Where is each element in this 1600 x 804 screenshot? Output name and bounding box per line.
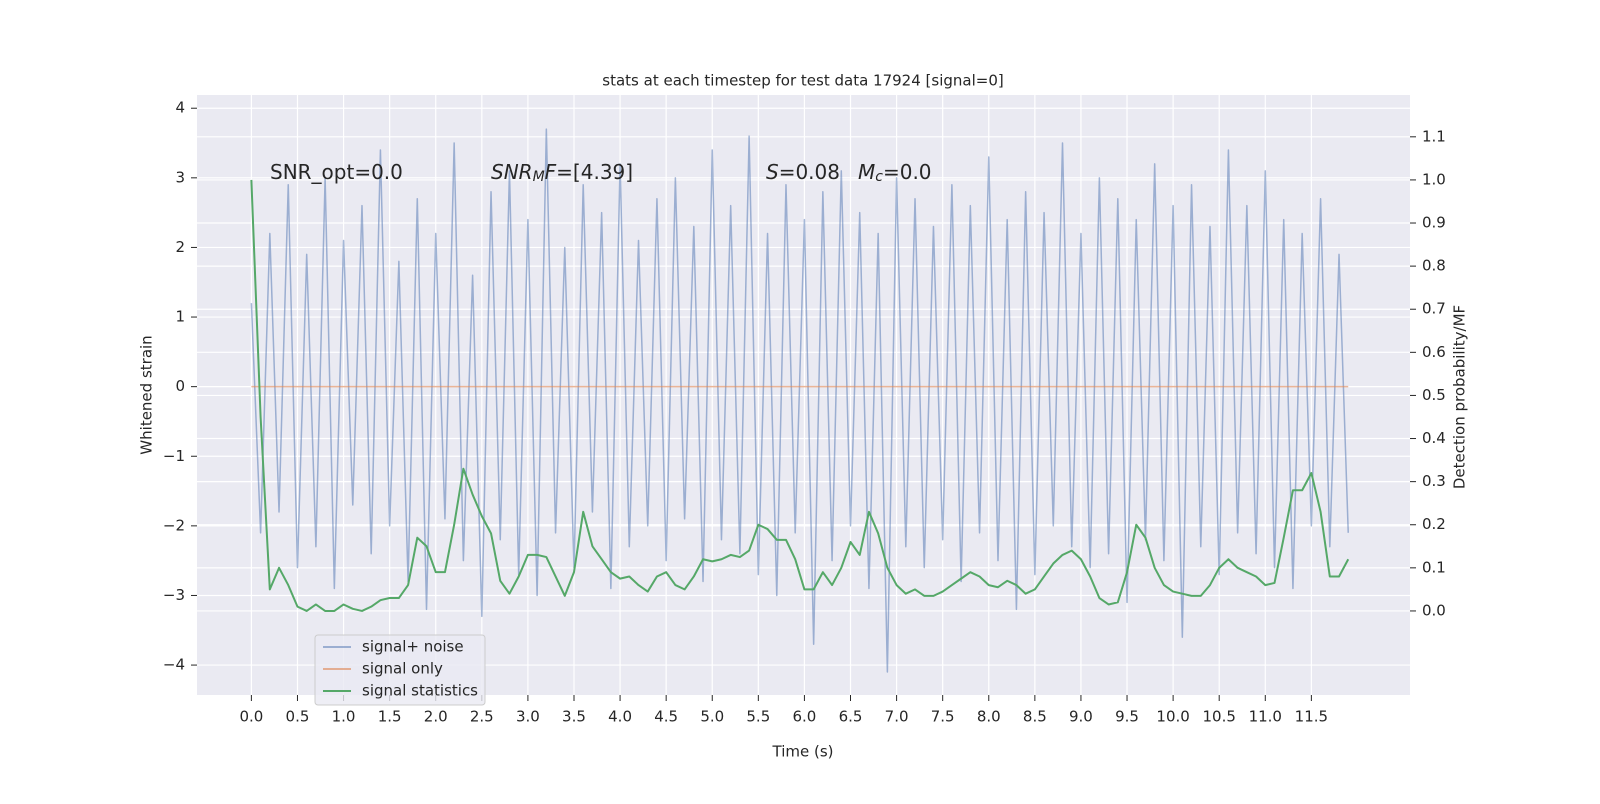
y2-tick-label: 0.0 bbox=[1422, 601, 1446, 619]
y-tick-label: −4 bbox=[163, 656, 185, 674]
x-tick-label: 10.0 bbox=[1156, 708, 1189, 726]
x-tick-label: 5.5 bbox=[746, 708, 770, 726]
x-tick-label: 11.0 bbox=[1249, 708, 1282, 726]
y2-tick-label: 0.1 bbox=[1422, 558, 1446, 576]
y2-tick-label: 0.2 bbox=[1422, 515, 1446, 533]
x-axis-label: Time (s) bbox=[772, 743, 834, 761]
y2-tick-label: 0.7 bbox=[1422, 300, 1446, 318]
annotation-part: S bbox=[766, 160, 779, 184]
legend-label: signal+ noise bbox=[362, 638, 464, 656]
annotation-part: c bbox=[875, 169, 883, 185]
x-tick-label: 4.5 bbox=[654, 708, 678, 726]
x-tick-label: 3.5 bbox=[562, 708, 586, 726]
legend-label: signal statistics bbox=[362, 682, 478, 700]
x-tick-label: 2.5 bbox=[470, 708, 494, 726]
annotation-part: =0.08 bbox=[779, 160, 840, 184]
y-tick-label: 3 bbox=[175, 168, 185, 186]
y-tick-label: 0 bbox=[175, 377, 185, 395]
annotation: S=0.08 bbox=[766, 160, 840, 184]
x-tick-label: 0.0 bbox=[239, 708, 263, 726]
legend-label: signal only bbox=[362, 660, 443, 678]
annotation: SNR_opt=0.0 bbox=[270, 160, 403, 184]
x-tick-label: 3.0 bbox=[516, 708, 540, 726]
x-tick-label: 7.0 bbox=[885, 708, 909, 726]
y2-tick-label: 0.5 bbox=[1422, 386, 1446, 404]
y-tick-label: −1 bbox=[163, 447, 185, 465]
x-tick-label: 0.5 bbox=[286, 708, 310, 726]
y-tick-label: 4 bbox=[175, 99, 185, 117]
annotation-part: SNR bbox=[491, 160, 533, 184]
annotation-part: SNR_opt=0.0 bbox=[270, 160, 403, 184]
annotation-part: =0.0 bbox=[883, 160, 932, 184]
x-tick-label: 8.5 bbox=[1023, 708, 1047, 726]
y2-tick-label: 1.0 bbox=[1422, 170, 1446, 188]
x-tick-label: 11.5 bbox=[1295, 708, 1328, 726]
x-tick-label: 5.0 bbox=[700, 708, 724, 726]
annotation-part: M bbox=[858, 160, 875, 184]
y2-tick-label: 0.4 bbox=[1422, 429, 1446, 447]
annotation-part: M bbox=[533, 169, 545, 185]
x-tick-label: 1.5 bbox=[378, 708, 402, 726]
x-tick-label: 6.0 bbox=[792, 708, 816, 726]
y-tick-label: −3 bbox=[163, 586, 185, 604]
annotation-part: F bbox=[545, 160, 557, 184]
series-line bbox=[250, 179, 1350, 612]
x-tick-label: 2.0 bbox=[424, 708, 448, 726]
annotation: Mc=0.0 bbox=[858, 160, 932, 185]
y2-tick-label: 0.6 bbox=[1422, 343, 1446, 361]
y2-axis-label: Detection probability/MF bbox=[1451, 305, 1469, 489]
annotation: SNRMF=[4.39] bbox=[491, 160, 633, 185]
y2-tick-label: 1.1 bbox=[1422, 127, 1446, 145]
legend-box bbox=[314, 634, 486, 706]
y2-tick-label: 0.8 bbox=[1422, 257, 1446, 275]
x-tick-label: 6.5 bbox=[839, 708, 863, 726]
y-tick-label: −2 bbox=[163, 516, 185, 534]
x-tick-label: 1.0 bbox=[332, 708, 356, 726]
x-tick-label: 7.5 bbox=[931, 708, 955, 726]
series-line bbox=[250, 128, 1349, 673]
x-tick-label: 8.0 bbox=[977, 708, 1001, 726]
x-tick-label: 4.0 bbox=[608, 708, 632, 726]
y2-tick-label: 0.9 bbox=[1422, 214, 1446, 232]
x-tick-label: 9.5 bbox=[1115, 708, 1139, 726]
x-tick-label: 9.0 bbox=[1069, 708, 1093, 726]
chart-title: stats at each timestep for test data 179… bbox=[602, 72, 1003, 90]
y-tick-label: 1 bbox=[175, 308, 185, 326]
x-tick-label: 10.5 bbox=[1202, 708, 1235, 726]
y-tick-label: 2 bbox=[175, 238, 185, 256]
annotation-part: =[4.39] bbox=[556, 160, 633, 184]
legend: signal+ noise signal only signal statistic… bbox=[314, 634, 486, 706]
y-axis-label: Whitened strain bbox=[138, 335, 156, 454]
y2-tick-label: 0.3 bbox=[1422, 472, 1446, 490]
